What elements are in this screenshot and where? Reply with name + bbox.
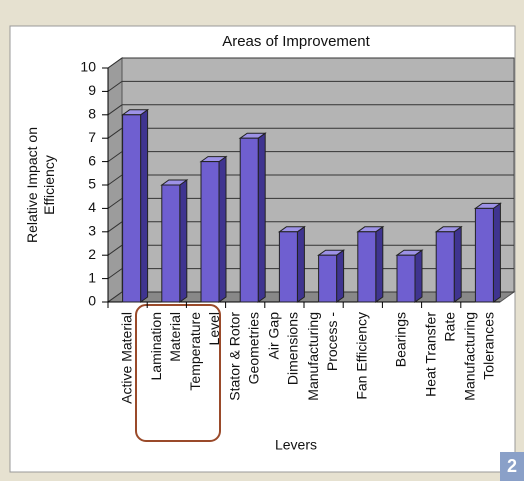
y-tick-label: 2 [88,246,96,262]
x-tick-label: Tolerances [481,312,497,380]
x-tick-label: Air Gap [266,312,282,360]
x-tick-label: Level [206,312,222,345]
bar [238,132,267,303]
bar-front [474,207,494,303]
bar-front [278,231,298,303]
annotation-box [135,304,221,442]
bar [473,202,502,303]
bar [121,108,150,303]
grid-line [107,127,123,139]
chart-title: Areas of Improvement [222,33,370,50]
bar-side [140,108,149,303]
grid-line [107,151,123,163]
grid-line [107,244,123,256]
y-tick-label: 8 [88,106,96,122]
bar [199,155,228,303]
y-tick-label: 0 [88,293,96,309]
bar-side [218,155,227,303]
y-tick-label: 5 [88,176,96,192]
y-axis-title-line: Relative Impact on [24,127,40,243]
bar-front [200,161,220,303]
grid-line [107,197,123,209]
y-axis-title: Relative Impact on Efficiency [24,127,57,243]
x-axis-title: Levers [275,437,317,453]
bar-side [296,225,305,303]
x-tick-label: Lamination [148,312,164,381]
y-tick-label: 9 [88,82,96,98]
y-tick-label: 4 [88,199,96,215]
bar [434,225,463,303]
bar-front [239,137,259,303]
grid-line [107,291,123,303]
page-number-tab [500,452,524,481]
x-tick-label: Temperature [187,312,203,391]
grid-line [107,80,123,92]
x-tick-label: Material [167,312,183,362]
page-number: 2 [507,456,517,476]
bar-front [122,114,142,303]
bar-side [375,225,384,303]
x-tick-label: Geometries [245,312,261,384]
y-tick-label: 1 [88,269,96,285]
bar-front [396,254,416,303]
bar-side [414,249,423,303]
y-tick-label: 3 [88,223,96,239]
bar [356,225,385,303]
x-tick-label: Manufacturing [462,312,478,401]
x-tick-label: Stator & Rotor [226,312,242,401]
y-tick-label: 10 [80,59,96,75]
bar-front [357,231,377,303]
y-axis-title-line: Efficiency [41,155,57,215]
grid-line [107,174,123,186]
bar-side [492,202,501,303]
bar-side [453,225,462,303]
bar-side [179,179,188,303]
x-tick-label: Process - [324,312,340,371]
x-tick-label: Manufacturing [305,312,321,401]
x-tick-label: Active Material [118,312,134,404]
bar [160,179,189,303]
bar-front [318,254,338,303]
x-tick-label: Heat Transfer [422,312,438,397]
grid-line [107,268,123,280]
grid-line [107,57,123,69]
bar-front [161,184,181,303]
x-tick-label: Bearings [393,312,409,367]
bar [395,249,424,303]
bar-side [257,132,266,303]
grid-line [107,221,123,233]
y-tick-label: 6 [88,152,96,168]
x-tick-label: Dimensions [285,312,301,385]
bar-front [435,231,455,303]
bar-side [336,249,345,303]
grid-line [107,104,123,116]
bar [277,225,306,303]
bar [317,249,346,303]
x-tick-label: Rate [441,312,457,342]
x-tick-label: Fan Efficiency [354,312,370,400]
y-tick-label: 7 [88,129,96,145]
